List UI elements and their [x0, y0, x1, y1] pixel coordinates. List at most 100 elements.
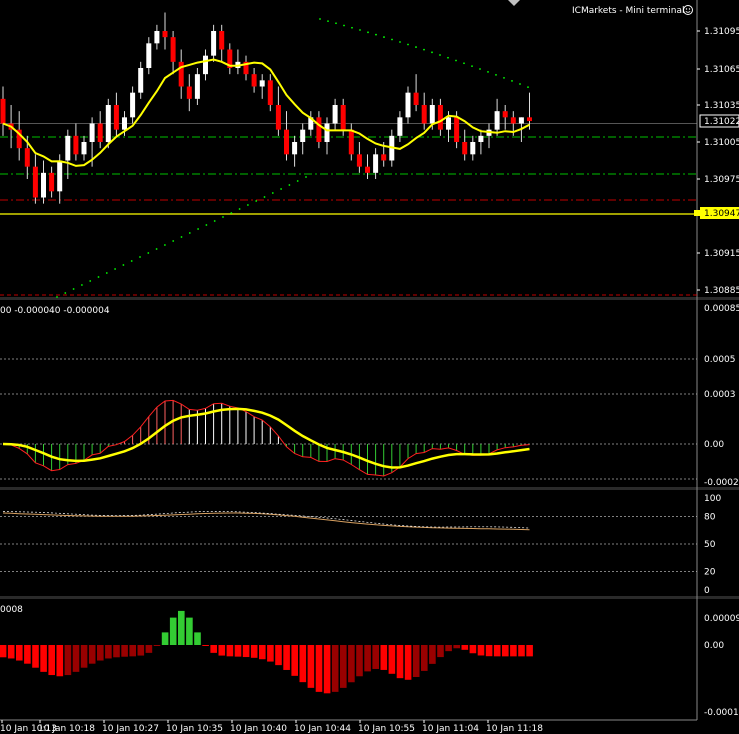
time-tick-label: 10 Jan 10:55: [358, 724, 415, 734]
sar-dot: [180, 236, 183, 238]
candle-body: [316, 117, 322, 142]
candle-body: [89, 123, 95, 142]
ao-bar: [299, 645, 307, 683]
candle-body: [478, 135, 484, 142]
candle-body: [122, 117, 127, 130]
ao-bar: [226, 645, 234, 657]
sar-dot: [56, 296, 58, 298]
price-tick-label: 1.31005: [704, 138, 739, 148]
candle-body: [41, 172, 46, 198]
sar-dot: [247, 204, 249, 206]
ao-bar: [194, 632, 201, 645]
ao-bar: [48, 645, 55, 676]
ao-bar: [178, 610, 185, 645]
sar-dot: [114, 268, 116, 270]
sar-dot: [164, 244, 166, 246]
price-axis: 1.31095 1.31065 1.31035 1.31005 1.30975 1.309…: [697, 27, 739, 296]
candle-body: [510, 117, 516, 124]
sar-dot: [81, 284, 83, 286]
ao-bar: [445, 645, 452, 652]
ao-bar: [169, 617, 177, 645]
candle-body: [211, 31, 217, 56]
macd-tick-label: 0.00: [704, 440, 724, 450]
candle-body: [105, 105, 111, 142]
candle-body: [284, 129, 289, 155]
parabolic-sar-dots: [56, 18, 529, 298]
macd-tick-label: -0.00026: [704, 478, 739, 488]
ao-bar: [510, 645, 517, 657]
ao-bar: [218, 645, 226, 656]
sar-dot: [423, 48, 425, 51]
ao-bar: [234, 645, 242, 657]
candle-body: [494, 111, 500, 130]
ao-bar: [291, 645, 298, 676]
candle-body: [146, 43, 152, 68]
candle-body: [138, 68, 144, 93]
sar-dot: [213, 220, 216, 222]
sar-dot: [527, 86, 529, 89]
ao-bar: [380, 645, 388, 670]
scroll-indicator-icon[interactable]: [508, 0, 520, 6]
ao-bar: [356, 645, 363, 677]
smiley-icon[interactable]: [683, 5, 693, 15]
ao-bar: [469, 645, 477, 654]
sar-dot: [222, 216, 224, 218]
sar-dot: [447, 56, 449, 59]
ao-bar: [64, 645, 72, 676]
sar-dot: [230, 212, 233, 214]
ao-bar: [80, 645, 88, 668]
sar-dot: [399, 41, 401, 43]
ao-bar: [453, 645, 460, 649]
sar-dot: [288, 184, 291, 186]
sar-dot: [455, 59, 457, 62]
rsi-tick-label: 100: [704, 494, 721, 504]
sar-dot: [327, 20, 329, 23]
ao-bar: [32, 645, 39, 668]
moving-average-line: [2, 58, 530, 167]
candle-body: [130, 92, 136, 118]
ao-bar: [429, 645, 436, 664]
candle-body: [170, 37, 176, 62]
ao-bar: [340, 645, 347, 688]
terminal-title: ICMarkets - Mini terminal: [572, 6, 684, 16]
sar-dot: [391, 38, 393, 41]
sar-dot: [487, 71, 489, 73]
candle-body: [203, 55, 208, 75]
ao-bar: [315, 645, 323, 692]
ao-bar: [129, 645, 136, 657]
time-tick-label: 10 Jan 10:35: [166, 724, 223, 734]
candle-body: [73, 135, 79, 155]
ao-bar: [502, 645, 509, 657]
sar-dot: [383, 36, 385, 38]
sar-dot: [351, 26, 353, 29]
rsi-tick-label: 0: [704, 586, 710, 596]
macd-tick-label: 0.000852: [704, 304, 739, 314]
ao-bar: [105, 645, 112, 659]
ao-bar: [364, 645, 371, 672]
sar-dot: [188, 232, 191, 234]
candle-body: [162, 31, 168, 38]
ao-bar: [526, 645, 533, 657]
macd-header: 00 -0.000040 -0.000004: [0, 306, 110, 316]
candle-body: [113, 105, 119, 130]
marked-price-marker-icon: [694, 210, 700, 216]
candle-body: [437, 105, 443, 130]
candle-body: [332, 105, 338, 124]
ao-bar: [145, 645, 153, 653]
sar-dot: [503, 76, 505, 79]
rsi-panel: 100 80 50 20 0: [0, 494, 721, 596]
ao-tick-label: 0.00: [704, 641, 724, 651]
candle-body: [527, 117, 532, 122]
candle-body: [57, 160, 63, 192]
candlestick-series: [0, 12, 532, 204]
candle-body: [340, 105, 346, 130]
sar-dot: [471, 65, 473, 68]
price-tick-label: 1.31035: [704, 101, 739, 111]
price-tick-label: 1.30915: [704, 249, 739, 259]
price-tick-label: 1.31095: [704, 27, 739, 37]
time-tick-label: 10 Jan 10:40: [230, 724, 287, 734]
ma-line: [2, 58, 530, 167]
ao-bar: [153, 645, 161, 646]
